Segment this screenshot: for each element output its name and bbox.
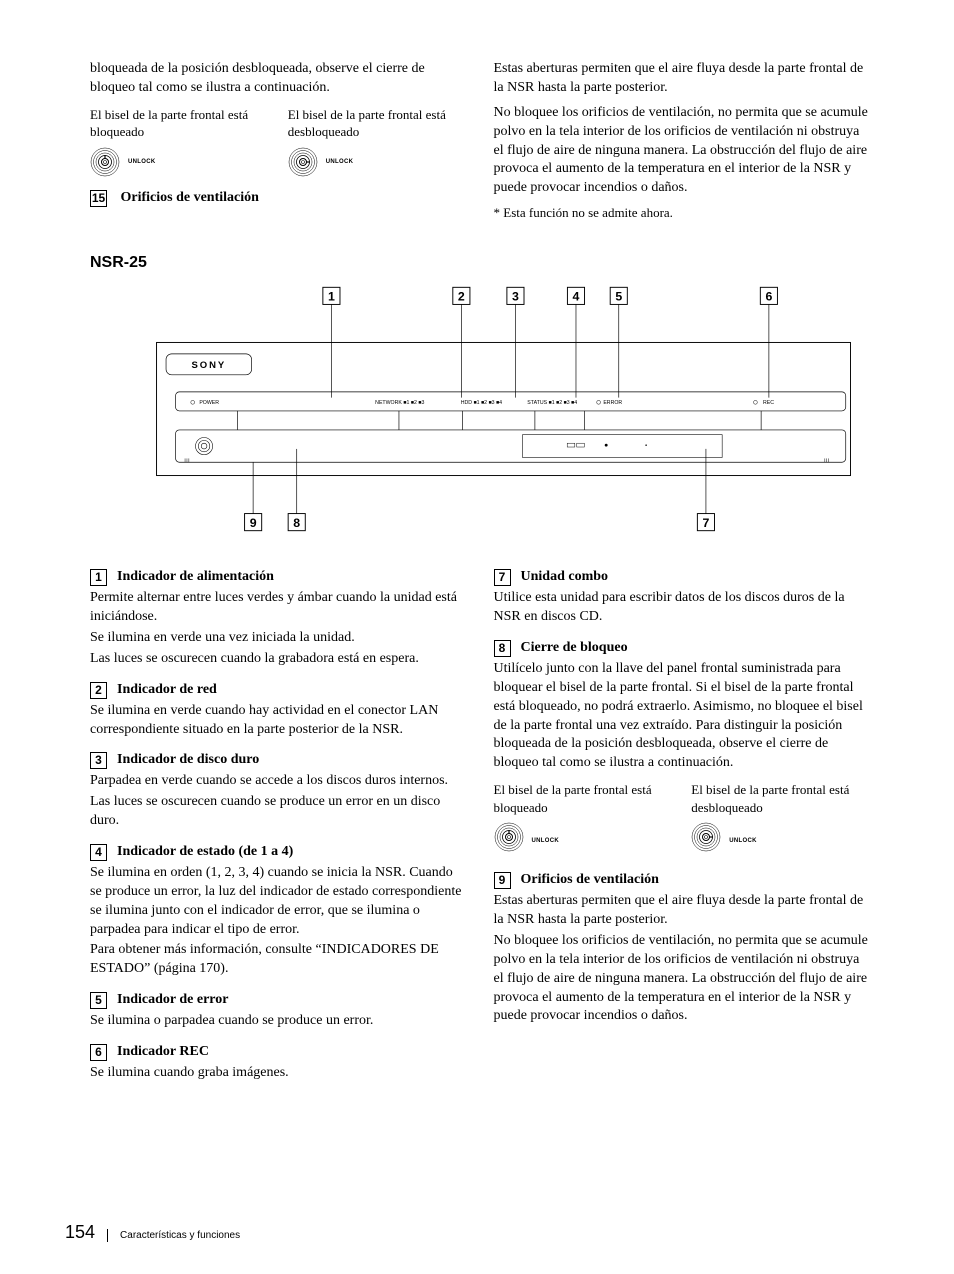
lock-illustration-right: El bisel de la parte frontal está bloque… — [494, 781, 870, 859]
top-right-para1: Estas aberturas permiten que el aire flu… — [494, 60, 870, 98]
svg-text:6: 6 — [765, 290, 772, 304]
top-columns: bloqueada de la posición desbloqueada, o… — [90, 60, 869, 222]
model-heading: NSR-25 — [90, 252, 869, 274]
lock-illustration-top: El bisel de la parte frontal está bloque… — [90, 106, 466, 177]
item-8-head: 8 Cierre de bloqueo — [494, 639, 870, 658]
item-6-title: Indicador REC — [117, 1044, 209, 1059]
item-3-body: Las luces se oscurecen cuando se produce… — [90, 793, 466, 831]
svg-text:5: 5 — [615, 290, 622, 304]
item-1-head: 1 Indicador de alimentación — [90, 568, 466, 587]
footer-label: Características y funciones — [107, 1229, 240, 1243]
item-2-head: 2 Indicador de red — [90, 681, 466, 700]
item-1-body: Permite alternar entre luces verdes y ám… — [90, 589, 466, 627]
item-1-body: Se ilumina en verde una vez iniciada la … — [90, 629, 466, 648]
right-items-col: 7 Unidad combo Utilice esta unidad para es… — [494, 556, 870, 1082]
boxnum-5: 5 — [90, 992, 107, 1009]
svg-text:HDD ■1 ■2 ■3 ■4: HDD ■1 ■2 ■3 ■4 — [461, 401, 502, 407]
item-6-head: 6 Indicador REC — [90, 1043, 466, 1062]
item-3-title: Indicador de disco duro — [117, 752, 259, 767]
lock-locked: El bisel de la parte frontal está bloque… — [90, 106, 268, 177]
lock-unlocked-icon — [288, 147, 322, 177]
unlock-label: UNLOCK — [128, 158, 155, 166]
unlock-label: UNLOCK — [532, 837, 559, 845]
svg-text:1: 1 — [328, 290, 335, 304]
item-8-title: Cierre de bloqueo — [521, 640, 628, 655]
item-7-body: Utilice esta unidad para escribir datos … — [494, 589, 870, 627]
item-1-body: Las luces se oscurecen cuando la grabado… — [90, 650, 466, 669]
top-right-col: Estas aberturas permiten que el aire flu… — [494, 60, 870, 222]
item-9-title: Orificios de ventilación — [521, 872, 659, 887]
page-footer: 154 Características y funciones — [65, 1220, 240, 1244]
boxnum-1: 1 — [90, 569, 107, 586]
item-4-title: Indicador de estado (de 1 a 4) — [117, 844, 293, 859]
device-diagram: 1 2 3 4 5 6 SONY POWER NETWORK ■1 ■2 ■3 HDD ■… — [90, 279, 869, 546]
item-4-body: Para obtener más información, consulte “… — [90, 941, 466, 979]
item-2-body: Se ilumina en verde cuando hay actividad… — [90, 702, 466, 740]
lock-locked-icon — [494, 822, 528, 859]
boxnum-6: 6 — [90, 1044, 107, 1061]
item-3-body: Parpadea en verde cuando se accede a los… — [90, 772, 466, 791]
lock-locked-icon — [90, 147, 124, 177]
bottom-columns: 1 Indicador de alimentación Permite altern… — [90, 556, 869, 1082]
svg-text:STATUS ■1 ■2 ■3 ■4: STATUS ■1 ■2 ■3 ■4 — [527, 401, 577, 407]
item-6-body: Se ilumina cuando graba imágenes. — [90, 1064, 466, 1083]
boxnum-9: 9 — [494, 872, 511, 889]
item-4-head: 4 Indicador de estado (de 1 a 4) — [90, 843, 466, 862]
lock-unlocked-caption: El bisel de la parte frontal está desblo… — [691, 781, 869, 816]
top-right-note: * Esta función no se admite ahora. — [494, 204, 870, 222]
item-15-head: 15 Orificios de ventilación — [90, 189, 466, 208]
svg-text:9: 9 — [250, 516, 257, 530]
item-9-head: 9 Orificios de ventilación — [494, 871, 870, 890]
svg-text:SONY: SONY — [192, 360, 227, 371]
svg-text:ERROR: ERROR — [603, 401, 622, 407]
boxnum-2: 2 — [90, 682, 107, 699]
svg-text:4: 4 — [573, 290, 580, 304]
item-3-head: 3 Indicador de disco duro — [90, 751, 466, 770]
svg-text:7: 7 — [702, 516, 709, 530]
svg-text:8: 8 — [293, 516, 300, 530]
lock-unlocked: El bisel de la parte frontal está desblo… — [691, 781, 869, 859]
svg-text:3: 3 — [512, 290, 519, 304]
item-5-title: Indicador de error — [117, 992, 228, 1007]
item-4-body: Se ilumina en orden (1, 2, 3, 4) cuando … — [90, 864, 466, 940]
boxnum-8: 8 — [494, 640, 511, 657]
left-items-col: 1 Indicador de alimentación Permite altern… — [90, 556, 466, 1082]
top-left-col: bloqueada de la posición desbloqueada, o… — [90, 60, 466, 222]
lock-unlocked-icon — [691, 822, 725, 859]
unlock-label: UNLOCK — [326, 158, 353, 166]
item-9-body: No bloquee los orificios de ventilación,… — [494, 932, 870, 1026]
diagram-svg: 1 2 3 4 5 6 SONY POWER NETWORK ■1 ■2 ■3 HDD ■… — [90, 279, 860, 539]
item-8-body: Utilícelo junto con la llave del panel f… — [494, 660, 870, 773]
lock-locked: El bisel de la parte frontal está bloque… — [494, 781, 672, 859]
item-1-title: Indicador de alimentación — [117, 569, 274, 584]
item-5-body: Se ilumina o parpadea cuando se produce … — [90, 1012, 466, 1031]
item-7-title: Unidad combo — [521, 569, 609, 584]
svg-text:2: 2 — [458, 290, 465, 304]
lock-locked-caption: El bisel de la parte frontal está bloque… — [90, 106, 268, 141]
item-15-title: Orificios de ventilación — [121, 190, 259, 205]
unlock-label: UNLOCK — [729, 837, 756, 845]
item-9-body: Estas aberturas permiten que el aire flu… — [494, 892, 870, 930]
svg-text:POWER: POWER — [199, 401, 219, 407]
lock-unlocked: El bisel de la parte frontal está desblo… — [288, 106, 466, 177]
top-left-para: bloqueada de la posición desbloqueada, o… — [90, 60, 466, 98]
boxnum-4: 4 — [90, 844, 107, 861]
boxnum-15: 15 — [90, 190, 107, 207]
boxnum-3: 3 — [90, 752, 107, 769]
lock-locked-caption: El bisel de la parte frontal está bloque… — [494, 781, 672, 816]
page-number: 154 — [65, 1220, 95, 1244]
svg-text:REC: REC — [763, 401, 774, 407]
svg-text:NETWORK ■1 ■2 ■3: NETWORK ■1 ■2 ■3 — [375, 401, 424, 407]
item-2-title: Indicador de red — [117, 682, 217, 697]
boxnum-7: 7 — [494, 569, 511, 586]
top-right-para2: No bloquee los orificios de ventilación,… — [494, 104, 870, 198]
item-5-head: 5 Indicador de error — [90, 991, 466, 1010]
lock-unlocked-caption: El bisel de la parte frontal está desblo… — [288, 106, 466, 141]
item-7-head: 7 Unidad combo — [494, 568, 870, 587]
